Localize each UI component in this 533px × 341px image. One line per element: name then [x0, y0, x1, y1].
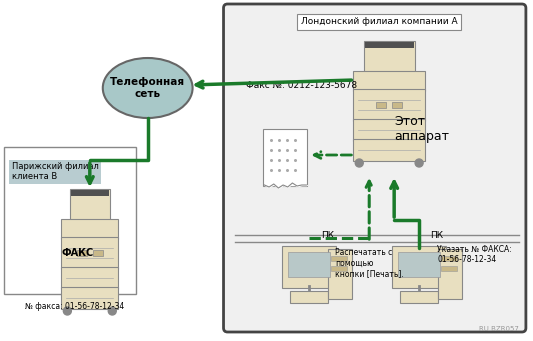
- FancyBboxPatch shape: [441, 256, 457, 261]
- FancyBboxPatch shape: [392, 102, 402, 108]
- FancyBboxPatch shape: [353, 139, 425, 161]
- Text: Распечатать с
помощью
кнопки [Печать].: Распечатать с помощью кнопки [Печать].: [335, 248, 404, 278]
- FancyBboxPatch shape: [364, 41, 415, 73]
- FancyBboxPatch shape: [223, 4, 526, 332]
- FancyBboxPatch shape: [353, 89, 425, 121]
- Text: ПК: ПК: [431, 231, 443, 240]
- FancyBboxPatch shape: [61, 267, 118, 289]
- FancyBboxPatch shape: [398, 252, 440, 277]
- FancyBboxPatch shape: [61, 287, 118, 309]
- Text: RU BZR057: RU BZR057: [479, 326, 519, 332]
- Circle shape: [356, 159, 363, 167]
- Text: Этот
aппарат: Этот aппарат: [394, 115, 449, 143]
- FancyBboxPatch shape: [438, 249, 462, 299]
- FancyBboxPatch shape: [4, 147, 136, 294]
- FancyBboxPatch shape: [328, 249, 352, 299]
- FancyBboxPatch shape: [70, 189, 110, 221]
- FancyBboxPatch shape: [332, 256, 348, 261]
- FancyBboxPatch shape: [353, 119, 425, 141]
- Circle shape: [108, 307, 116, 315]
- Ellipse shape: [103, 58, 192, 118]
- FancyBboxPatch shape: [282, 246, 336, 288]
- FancyBboxPatch shape: [376, 102, 386, 108]
- FancyBboxPatch shape: [61, 219, 118, 239]
- Text: Телефонная
сеть: Телефонная сеть: [110, 77, 185, 99]
- Text: Факс №: 0212-123-5678: Факс №: 0212-123-5678: [246, 80, 358, 89]
- Circle shape: [63, 307, 71, 315]
- FancyBboxPatch shape: [332, 266, 348, 271]
- FancyBboxPatch shape: [441, 266, 457, 271]
- FancyBboxPatch shape: [392, 246, 446, 288]
- FancyBboxPatch shape: [70, 190, 109, 196]
- FancyBboxPatch shape: [93, 250, 103, 256]
- FancyBboxPatch shape: [290, 291, 328, 303]
- Circle shape: [415, 159, 423, 167]
- FancyBboxPatch shape: [263, 129, 308, 186]
- FancyBboxPatch shape: [61, 237, 118, 269]
- FancyBboxPatch shape: [365, 42, 414, 48]
- FancyBboxPatch shape: [288, 252, 330, 277]
- FancyBboxPatch shape: [77, 250, 87, 256]
- Text: № факса: 01-56-78-12-34: № факса: 01-56-78-12-34: [25, 302, 124, 311]
- Text: ПК: ПК: [321, 231, 334, 240]
- FancyBboxPatch shape: [353, 71, 425, 91]
- Text: Парижский филиал
клиента В: Парижский филиал клиента В: [12, 162, 99, 181]
- Text: ФАКС: ФАКС: [62, 248, 94, 258]
- Text: Указать № ФАКСА:
01-56-78-12-34: Указать № ФАКСА: 01-56-78-12-34: [437, 245, 512, 264]
- Text: Лондонский филиал компании А: Лондонский филиал компании А: [301, 17, 457, 27]
- FancyBboxPatch shape: [400, 291, 438, 303]
